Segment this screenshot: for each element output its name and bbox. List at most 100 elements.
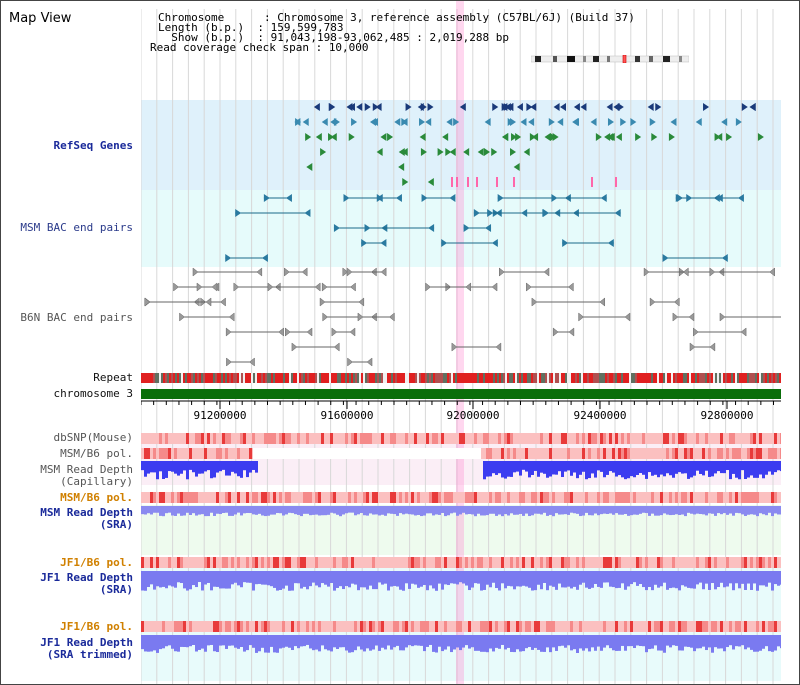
depth-bar xyxy=(474,635,477,651)
pol-cell xyxy=(273,621,276,632)
repeat-segment xyxy=(361,373,363,383)
pol-cell xyxy=(366,492,369,503)
repeat-segment xyxy=(199,373,201,383)
repeat-segment xyxy=(591,373,593,383)
track-label-jf1-depth-trim-1[interactable]: JF1 Read Depth xyxy=(40,636,133,649)
depth-bar xyxy=(741,506,744,515)
pol-cell xyxy=(732,448,735,459)
depth-bar xyxy=(600,461,603,472)
depth-bar xyxy=(621,571,624,584)
gene-glyph xyxy=(580,103,587,111)
depth-bar xyxy=(561,506,564,515)
pol-cell xyxy=(477,492,480,503)
track-label-refseq[interactable]: RefSeq Genes xyxy=(53,139,133,152)
pol-cell xyxy=(537,492,540,503)
depth-bar xyxy=(228,635,231,646)
pol-cell xyxy=(708,492,711,503)
track-label-msm-bac[interactable]: MSM BAC end pairs xyxy=(20,221,133,234)
depth-bar xyxy=(348,571,351,588)
repeat-segment xyxy=(761,373,763,383)
depth-bar xyxy=(411,506,414,515)
repeat-segment xyxy=(297,373,299,383)
pol-cell xyxy=(354,433,357,444)
pol-cell xyxy=(441,492,444,503)
pol-cell xyxy=(198,621,201,632)
depth-bar xyxy=(192,461,195,473)
pol-cell xyxy=(159,433,162,444)
depth-bar xyxy=(519,506,522,514)
repeat-segment xyxy=(275,373,277,383)
repeat-segment xyxy=(651,373,653,383)
pol-cell xyxy=(756,557,759,568)
pol-cell xyxy=(261,557,264,568)
chromosome-ideogram[interactable] xyxy=(531,55,689,63)
track-label-msm-b6-pol-2[interactable]: MSM/B6 pol. xyxy=(60,491,133,504)
track-label-jf1-depth-sra-1[interactable]: JF1 Read Depth xyxy=(40,571,133,584)
depth-bar xyxy=(465,571,468,586)
gene-glyph xyxy=(351,118,358,126)
pol-cell xyxy=(513,492,516,503)
pol-cell xyxy=(531,448,534,459)
track-label-msm-depth-cap-1[interactable]: MSM Read Depth xyxy=(40,463,133,476)
bac-end-glyph xyxy=(263,194,270,202)
repeat-segment xyxy=(179,373,181,383)
track-label-jf1-b6-pol-2[interactable]: JF1/B6 pol. xyxy=(60,620,133,633)
pol-cell xyxy=(618,433,621,444)
depth-bar xyxy=(525,635,528,649)
repeat-segment xyxy=(635,373,637,383)
pol-cell xyxy=(717,492,720,503)
track-label-b6n-bac[interactable]: B6N BAC end pairs xyxy=(20,311,133,324)
pol-cell xyxy=(549,621,552,632)
depth-bar xyxy=(288,506,291,513)
track-label-msm-b6-pol-1[interactable]: MSM/B6 pol. xyxy=(60,447,133,460)
pol-cell xyxy=(177,621,180,632)
pol-cell xyxy=(759,492,762,503)
depth-bar xyxy=(465,506,468,515)
pol-cell xyxy=(225,433,228,444)
pol-cell xyxy=(480,448,483,459)
pol-cell xyxy=(645,448,648,459)
depth-bar xyxy=(246,506,249,513)
gene-glyph xyxy=(364,103,371,111)
gene-glyph xyxy=(306,163,313,171)
pol-cell xyxy=(570,621,573,632)
pol-cell xyxy=(279,492,282,503)
repeat-segment xyxy=(753,373,755,383)
pol-cell xyxy=(705,433,708,444)
pol-cell xyxy=(531,492,534,503)
snp-mark xyxy=(591,177,593,187)
depth-bar xyxy=(732,635,735,650)
repeat-segment xyxy=(679,373,681,383)
pol-cell xyxy=(765,557,768,568)
track-label-msm-depth-sra-1[interactable]: MSM Read Depth xyxy=(40,506,133,519)
depth-bar xyxy=(624,461,627,480)
pol-cell xyxy=(561,557,564,568)
depth-bar xyxy=(264,635,267,653)
depth-bar xyxy=(192,506,195,514)
pol-cell xyxy=(498,448,501,459)
pol-cell xyxy=(192,621,195,632)
depth-bar xyxy=(672,461,675,478)
pol-cell xyxy=(675,433,678,444)
pol-cell xyxy=(750,433,753,444)
pol-cell xyxy=(150,433,153,444)
depth-bar xyxy=(663,461,666,477)
depth-bar xyxy=(390,571,393,587)
pol-cell xyxy=(594,448,597,459)
depth-bar xyxy=(495,506,498,516)
feature-tracks[interactable] xyxy=(141,1,781,684)
pol-cell xyxy=(498,433,501,444)
depth-bar xyxy=(633,506,636,515)
pol-cell xyxy=(540,621,543,632)
pol-cell xyxy=(690,448,693,459)
pol-cell xyxy=(681,621,684,632)
depth-bar xyxy=(279,571,282,590)
pol-cell xyxy=(207,621,210,632)
pol-cell xyxy=(459,621,462,632)
bac-end-glyph xyxy=(624,312,631,322)
pol-cell xyxy=(684,433,687,444)
pol-cell xyxy=(711,557,714,568)
bac-end-glyph xyxy=(551,194,558,202)
track-label-dbsnp[interactable]: dbSNP(Mouse) xyxy=(53,431,133,444)
track-label-jf1-b6-pol-1[interactable]: JF1/B6 pol. xyxy=(60,556,133,569)
